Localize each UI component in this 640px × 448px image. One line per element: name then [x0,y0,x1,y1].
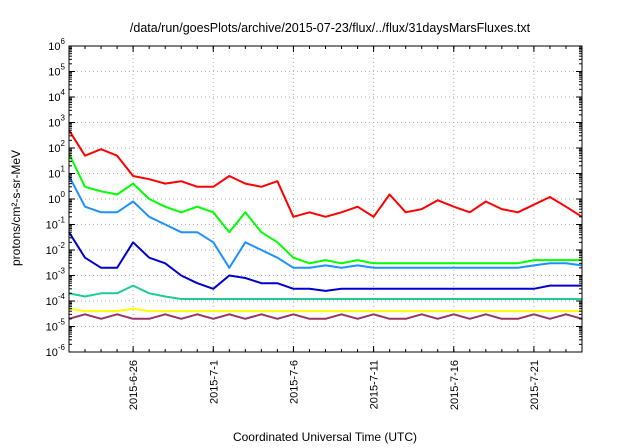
y-tick-base: 10 [46,322,58,334]
y-tick-exponent: -3 [58,267,66,276]
y-tick-base: 10 [48,194,60,206]
y-tick-base: 10 [48,118,60,130]
series-layer [68,129,583,320]
grid-lines [69,45,582,353]
y-tick-label: 10-5 [46,318,66,334]
y-tick-exponent: 0 [61,190,66,199]
x-axis: 2015-6-26 2015-7-1 2015-7-6 2015-7-11 2015-7… [68,46,583,410]
y-tick-label: 10-2 [46,241,66,257]
x-tick-label: 2015-7-11 [369,360,381,409]
y-tick-exponent: 1 [61,165,66,174]
y-tick-base: 10 [48,143,60,155]
y-axis-label: protons/cm²-s-sr-MeV [9,150,23,266]
y-tick-exponent: 4 [61,88,66,97]
series-line-7 [68,313,583,320]
y-tick-label: 101 [48,165,65,181]
y-tick-exponent: -1 [58,216,66,225]
y-tick-label: 10-4 [46,292,66,308]
y-tick-exponent: -4 [58,292,66,301]
y-tick-exponent: -5 [58,318,66,327]
y-tick-base: 10 [46,271,58,283]
series-line-4 [68,231,582,292]
y-tick-base: 10 [48,67,60,79]
y-tick-base: 10 [48,92,60,104]
y-tick-label: 104 [48,88,65,104]
x-tick-label: 2015-7-16 [449,360,461,410]
y-tick-label: 106 [48,37,65,53]
x-tick-label: 2015-7-21 [529,360,541,410]
x-tick-label: 2015-6-26 [128,360,140,410]
y-tick-exponent: 2 [61,139,66,148]
x-axis-label: Coordinated Universal Time (UTC) [233,430,417,444]
x-tick-label: 2015-7-6 [288,360,300,404]
y-tick-exponent: -6 [58,343,66,352]
y-tick-exponent: 3 [61,114,66,123]
y-axis: 10-610-510-410-310-210-11001011021031041… [46,37,582,359]
y-tick-label: 10-1 [46,216,66,232]
series-line-3 [68,175,583,269]
y-tick-label: 10-3 [46,267,66,283]
y-tick-label: 102 [48,139,65,155]
y-tick-base: 10 [46,347,58,359]
y-tick-base: 10 [46,245,58,257]
y-tick-label: 10-6 [46,343,66,359]
x-tick-label: 2015-7-1 [208,360,220,404]
y-tick-exponent: 5 [61,63,66,72]
y-tick-label: 100 [48,190,65,206]
chart-title: /data/run/goesPlots/archive/2015-07-23/f… [130,21,531,35]
y-tick-exponent: 6 [61,37,66,46]
y-tick-base: 10 [48,41,60,53]
y-tick-base: 10 [48,169,60,181]
y-tick-label: 105 [48,63,65,79]
y-tick-base: 10 [46,220,58,232]
series-line-1 [68,129,583,218]
series-line-5 [68,284,582,300]
y-tick-label: 103 [48,114,65,130]
series-line-6 [68,307,582,313]
series-line-2 [68,153,582,265]
y-tick-base: 10 [46,296,58,308]
y-tick-exponent: -2 [58,241,66,250]
